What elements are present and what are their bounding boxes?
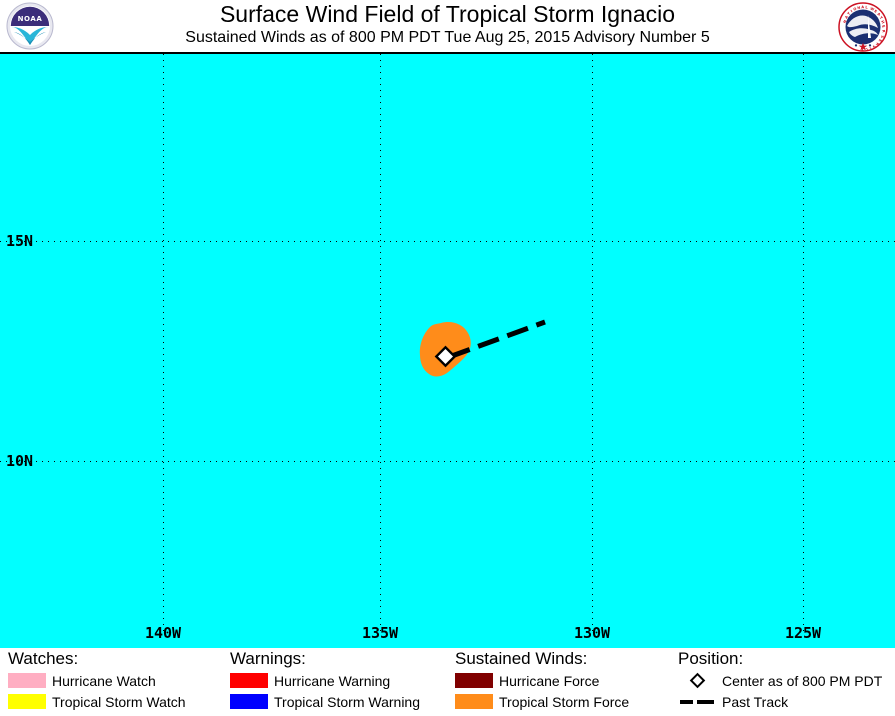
lat-label-15n: 15N — [6, 232, 34, 250]
svg-text:E: E — [874, 9, 878, 14]
gridline-lat-10n — [0, 461, 895, 462]
svg-text:R: R — [881, 29, 885, 33]
legend-label-tropical-storm-force: Tropical Storm Force — [499, 693, 630, 710]
swatch-tropical-storm-warning — [230, 694, 268, 709]
legend-label-hurricane-warning: Hurricane Warning — [274, 672, 391, 689]
svg-text:A: A — [844, 15, 849, 20]
lon-label-135w: 135W — [361, 624, 399, 642]
svg-text:I: I — [850, 9, 853, 13]
lat-label-10n: 10N — [6, 452, 34, 470]
legend-item-center: Center as of 800 PM PDT — [678, 670, 882, 691]
svg-text:V: V — [871, 44, 876, 49]
swatch-hurricane-warning — [230, 673, 268, 688]
page-subtitle: Sustained Winds as of 800 PM PDT Tue Aug… — [185, 29, 710, 46]
gridline-lon-125w — [803, 54, 804, 634]
lon-label-130w: 130W — [573, 624, 611, 642]
swatch-hurricane-force — [455, 673, 493, 688]
legend-label-past-track: Past Track — [722, 693, 789, 710]
storm-center-marker[interactable] — [434, 345, 457, 368]
legend-group-position: Position: Center as of 800 PM PDT Past T… — [678, 648, 882, 712]
legend-heading-position: Position: — [678, 649, 744, 668]
svg-text:E: E — [860, 47, 864, 52]
noaa-logo: NOAA — [6, 2, 54, 50]
svg-text:A: A — [861, 5, 864, 9]
svg-text:W: W — [870, 7, 875, 12]
legend-group-sustained-winds: Sustained Winds: Hurricane Force Tropica… — [455, 648, 629, 712]
title-block: Surface Wind Field of Tropical Storm Ign… — [0, 0, 895, 47]
swatch-hurricane-watch — [8, 673, 46, 688]
gridline-lon-135w — [380, 54, 381, 634]
swatch-tropical-storm-watch — [8, 694, 46, 709]
tropical-storm-force-wind-field — [419, 322, 471, 377]
svg-text:T: T — [879, 16, 884, 21]
legend-group-warnings: Warnings: Hurricane Warning Tropical Sto… — [230, 648, 420, 712]
svg-text:S: S — [880, 35, 884, 38]
legend-label-hurricane-watch: Hurricane Watch — [52, 672, 156, 689]
legend-heading-watches: Watches: — [8, 649, 79, 668]
lon-label-125w: 125W — [784, 624, 822, 642]
legend: Watches: Hurricane Watch Tropical Storm … — [0, 648, 895, 716]
legend-item-hurricane-watch: Hurricane Watch — [8, 670, 186, 691]
dashed-line-icon — [678, 699, 716, 704]
legend-item-tropical-storm-watch: Tropical Storm Watch — [8, 691, 186, 712]
legend-item-hurricane-force: Hurricane Force — [455, 670, 629, 691]
diamond-icon — [678, 672, 716, 689]
lon-label-140w: 140W — [144, 624, 182, 642]
noaa-logo-text: NOAA — [18, 15, 43, 23]
gridline-lon-140w — [163, 54, 164, 634]
gridline-lon-130w — [592, 54, 593, 634]
svg-text:R: R — [875, 42, 880, 47]
svg-text:H: H — [880, 20, 885, 25]
legend-label-tropical-storm-warning: Tropical Storm Warning — [274, 693, 421, 710]
storm-overlay — [419, 319, 546, 377]
legend-label-tropical-storm-watch: Tropical Storm Watch — [52, 693, 186, 710]
svg-text:E: E — [878, 39, 883, 43]
svg-text:L: L — [865, 5, 868, 9]
svg-text:T: T — [847, 11, 852, 16]
legend-item-hurricane-warning: Hurricane Warning — [230, 670, 420, 691]
map-canvas[interactable]: 15N 10N 140W 135W 130W 125W — [0, 54, 895, 648]
svg-text:E: E — [881, 25, 886, 29]
swatch-tropical-storm-force — [455, 694, 493, 709]
legend-group-watches: Watches: Hurricane Watch Tropical Storm … — [8, 648, 186, 712]
svg-text:I: I — [869, 46, 873, 50]
gridline-lat-15n — [0, 241, 895, 242]
svg-text:O: O — [853, 7, 857, 12]
legend-heading-warnings: Warnings: — [230, 649, 306, 668]
nws-logo: N A T I O N A L W E A T H E R S E R V I … — [838, 2, 888, 52]
legend-label-center: Center as of 800 PM PDT — [722, 672, 883, 689]
legend-heading-sustained-winds: Sustained Winds: — [455, 649, 588, 668]
page-title: Surface Wind Field of Tropical Storm Ign… — [219, 1, 676, 27]
past-track-line — [448, 319, 546, 360]
svg-text:N: N — [857, 6, 861, 11]
header: NOAA Surface Wind Field of Tropical Stor… — [0, 0, 895, 52]
legend-item-past-track: Past Track — [678, 691, 882, 712]
map-panel[interactable]: 15N 10N 140W 135W 130W 125W — [0, 52, 895, 648]
svg-text:C: C — [864, 47, 869, 52]
legend-label-hurricane-force: Hurricane Force — [499, 672, 600, 689]
legend-item-tropical-storm-warning: Tropical Storm Warning — [230, 691, 420, 712]
svg-text:N: N — [843, 19, 848, 24]
legend-item-tropical-storm-force: Tropical Storm Force — [455, 691, 629, 712]
svg-text:A: A — [876, 12, 881, 17]
